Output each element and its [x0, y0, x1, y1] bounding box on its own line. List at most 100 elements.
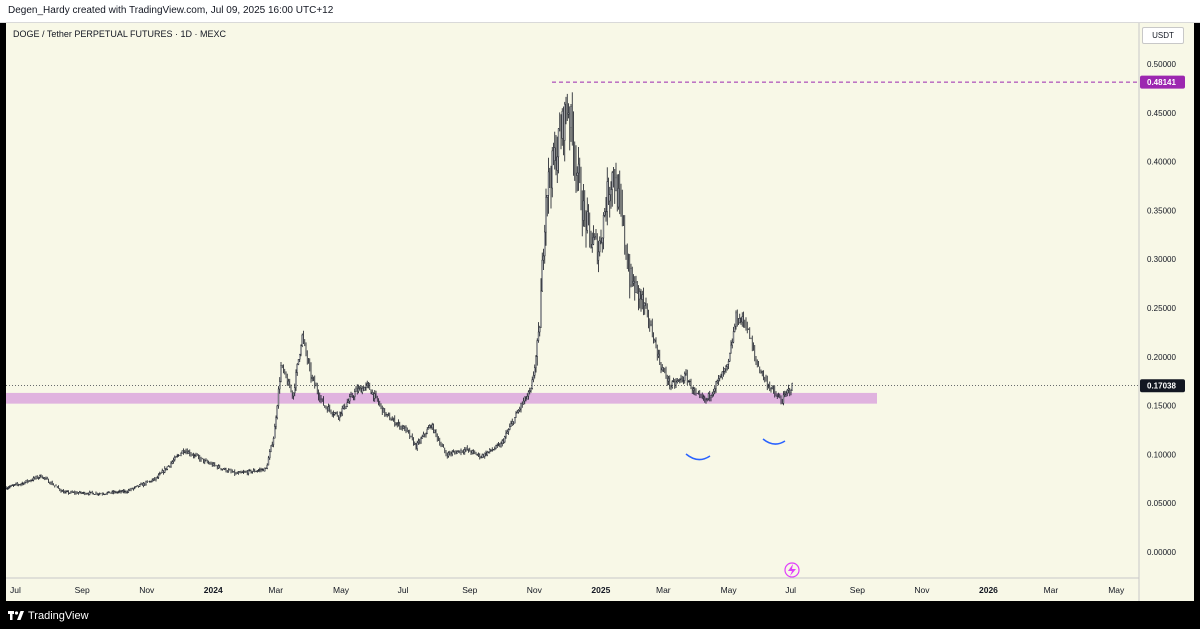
price-tick-label: 0.05000 [1147, 499, 1176, 508]
candle-body [427, 427, 430, 430]
candle-body [727, 361, 730, 365]
candle-body [292, 392, 295, 397]
candle-body [157, 474, 160, 478]
candle-body [75, 492, 77, 494]
candle-body [10, 485, 12, 487]
candle-body [477, 453, 480, 455]
price-tick-label: 0.40000 [1147, 158, 1176, 167]
high-price-tag [1140, 75, 1185, 89]
currency-button[interactable]: USDT [1142, 27, 1184, 44]
candle-body [342, 404, 345, 409]
time-tick-label: May [333, 585, 350, 595]
candle-body [602, 214, 605, 239]
candle-body [496, 444, 498, 446]
candle-body [729, 352, 731, 362]
candle-body [269, 451, 271, 459]
candle-body [514, 417, 516, 424]
candle-body [604, 211, 606, 216]
candle-body [680, 378, 682, 380]
candle-body [434, 429, 436, 433]
candle-body [392, 418, 395, 420]
candle-body [532, 375, 535, 380]
candle-body [719, 375, 721, 379]
candle-body [61, 490, 63, 492]
candle-body [346, 402, 348, 407]
candle-body [124, 490, 126, 493]
candle-body [6, 487, 8, 490]
candle-body [249, 469, 251, 471]
candle-body [187, 451, 190, 454]
candle-body [241, 472, 243, 473]
candle-body [116, 492, 118, 493]
candle-body [242, 471, 245, 473]
candle-body [279, 381, 281, 390]
time-tick-label: 2024 [204, 585, 223, 595]
candles [6, 92, 793, 496]
candle-body [339, 411, 341, 418]
candle-body [239, 471, 241, 473]
candle-body [501, 440, 503, 444]
candle-body [410, 435, 412, 438]
candle-body [422, 433, 425, 437]
time-tick-label: Nov [914, 585, 930, 595]
candle-body [776, 395, 778, 397]
price-chart[interactable]: 0.50000 0.45000 0.40000 0.35000 0.30000 0.250… [6, 23, 1194, 601]
price-tick-label: 0.20000 [1147, 353, 1176, 362]
candle-body [256, 470, 258, 472]
candle-body [42, 477, 45, 479]
candle-body [509, 426, 511, 430]
candle-body [564, 103, 566, 141]
candle-body [480, 457, 482, 459]
time-tick-label: Jul [10, 585, 21, 595]
candle-body [632, 281, 635, 284]
candle-body [135, 486, 137, 488]
candle-body [426, 429, 428, 434]
candle-body [25, 480, 27, 483]
candle-body [416, 442, 418, 449]
candle-body [334, 412, 336, 415]
candle-body [136, 485, 138, 487]
candle-body [577, 163, 580, 174]
candle-body [341, 408, 343, 415]
candle-body [706, 398, 708, 400]
candle-body [194, 454, 196, 457]
candle-body [110, 492, 112, 494]
time-tick-label: 2025 [591, 585, 610, 595]
candle-body [516, 412, 518, 414]
tradingview-logo[interactable]: TradingView [8, 610, 89, 622]
candle-body [82, 492, 85, 494]
candle-body [504, 436, 506, 443]
time-tick-label: Sep [850, 585, 865, 595]
candle-body [735, 312, 737, 327]
candle-body [650, 324, 652, 326]
candle-body [20, 483, 22, 485]
lightning-bolt [788, 564, 796, 576]
time-tick-label: Jul [785, 585, 796, 595]
candle-body [682, 380, 685, 382]
candle-body [741, 316, 743, 323]
candle-body [90, 491, 92, 493]
candle-body [599, 240, 601, 253]
candle-body [255, 471, 257, 472]
candle-body [679, 378, 681, 381]
candle-body [297, 359, 300, 365]
candle-body [510, 423, 512, 427]
candle-body [134, 486, 136, 489]
bottom-arc-1 [685, 453, 711, 461]
candle-body [261, 468, 263, 471]
candle-body [64, 491, 66, 494]
candle-body [541, 259, 543, 292]
candle-body [420, 438, 422, 443]
candle-body [172, 459, 175, 462]
candle-body [86, 493, 88, 495]
candle-body [484, 452, 486, 457]
candle-body [689, 381, 691, 382]
candle-body [570, 106, 572, 128]
time-tick-label: Jul [398, 585, 409, 595]
candle-body [601, 237, 603, 243]
candle-body [160, 472, 162, 474]
candle-body [731, 342, 733, 346]
chart-canvas[interactable]: 0.50000 0.45000 0.40000 0.35000 0.30000 0.250… [6, 23, 1194, 601]
price-tick-label: 0.45000 [1147, 109, 1176, 118]
